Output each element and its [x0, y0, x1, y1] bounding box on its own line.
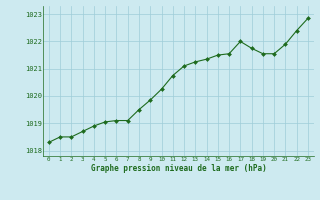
X-axis label: Graphe pression niveau de la mer (hPa): Graphe pression niveau de la mer (hPa) [91, 164, 266, 173]
